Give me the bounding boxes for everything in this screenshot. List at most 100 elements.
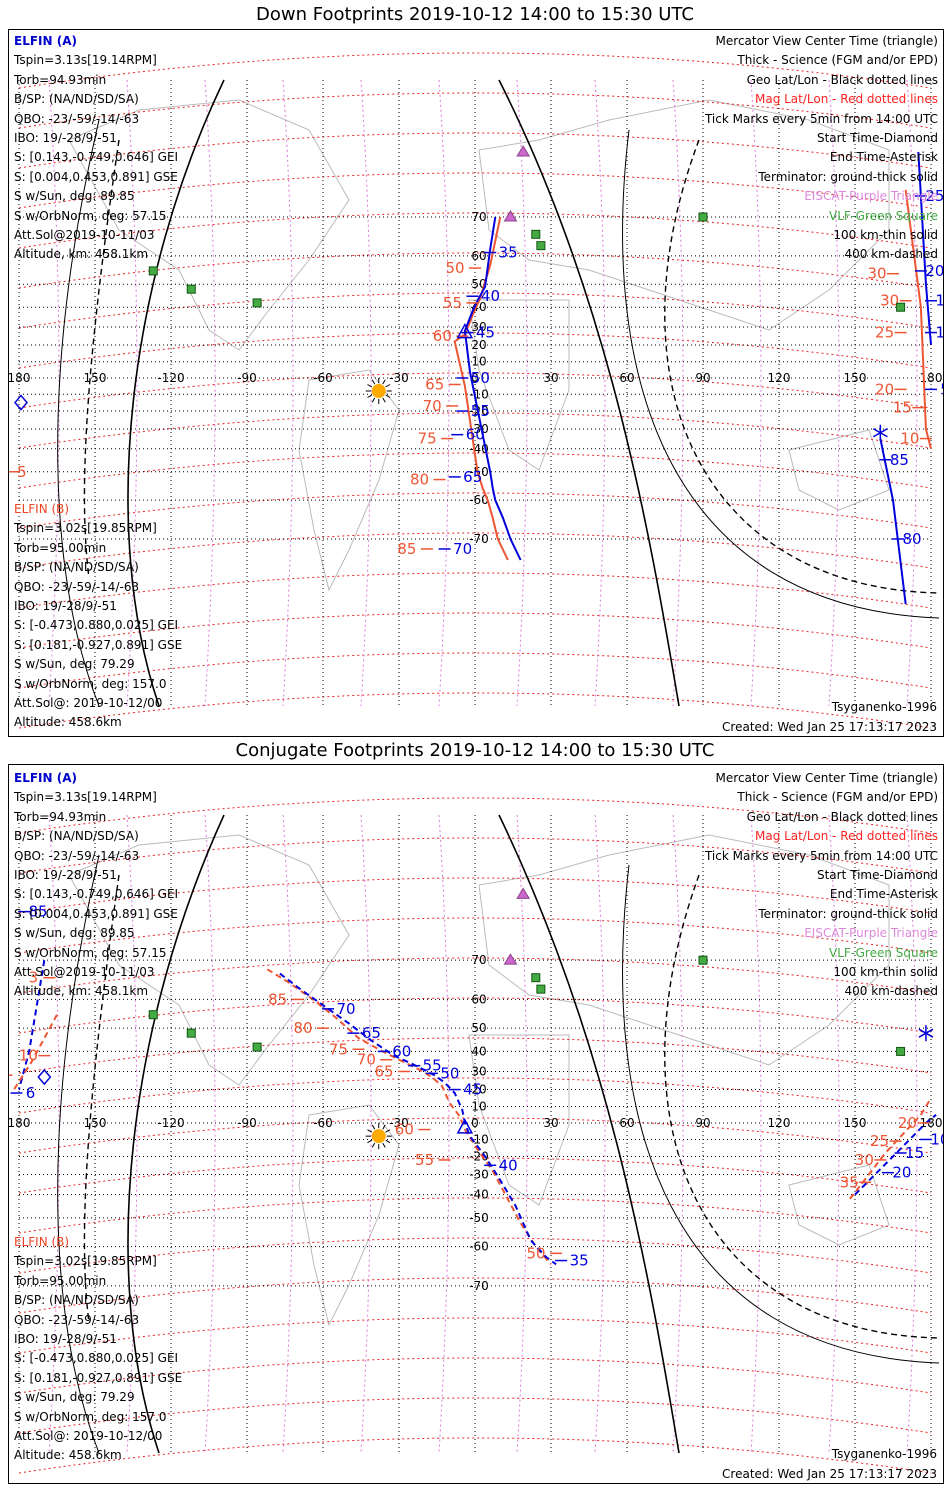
square-icon xyxy=(186,284,196,294)
legend-mag: Mag Lat/Lon - Red dotted lines xyxy=(754,92,938,107)
legend-terminator-2: Terminator: ground-thick solid xyxy=(758,906,938,921)
sun-ray xyxy=(382,1142,386,1148)
elfin-b-info: ELFIN (B) Tspin=3.02s[19.85RPM] Torb=95.… xyxy=(14,500,182,733)
mag-lon-line xyxy=(828,79,840,707)
mag-lon-line xyxy=(906,814,918,1454)
sun-ray xyxy=(385,1129,391,1133)
elfin-b-tick-label: 35 xyxy=(840,1173,859,1191)
sun-ray xyxy=(382,379,386,385)
lat-tick-label: -70 xyxy=(469,1279,489,1293)
elfin-b-s-gei: S: [-0.473,0.880,0.025] GEI xyxy=(14,618,179,633)
lon-tick-label: 180 xyxy=(920,1116,943,1130)
triangle-icon xyxy=(456,322,474,339)
triangle-icon xyxy=(503,953,518,965)
panel2-title: Conjugate Footprints 2019-10-12 14:00 to… xyxy=(235,740,715,761)
elfin-b-tick-label: 75 xyxy=(329,1040,348,1058)
sun-ray xyxy=(367,1139,373,1144)
elfin-a-tick-label: 35 xyxy=(570,1252,589,1270)
elfin-b-attsol: Att.Sol@: 2019-10-12/00 xyxy=(14,696,163,711)
elfin-b-s-gei-2: S: [-0.473,0.880,0.025] GEI xyxy=(14,1351,179,1366)
elfin-a-tick-label: 20 xyxy=(925,262,943,280)
elfin-a-tick-label: 55 xyxy=(471,402,490,420)
triangle-icon xyxy=(516,145,531,157)
panel-conjugate-footprints: 180 150 -120 -90 -60 -30 0 30 60 90 120 150 180 70 60 5… xyxy=(8,764,944,1484)
elfin-b-alt-2: Altitude: 458.6km xyxy=(14,1448,122,1463)
elfin-a-tick-label: 50 xyxy=(471,369,490,387)
legend-geo: Geo Lat/Lon - Black dotted lines xyxy=(746,72,938,87)
elfin-a-tspin-2: Tspin=3.13s[19.14RPM] xyxy=(14,790,157,805)
elfin-b-header-2: ELFIN (B) xyxy=(14,1235,70,1249)
elfin-a-tick-label: 80 xyxy=(903,530,922,548)
sun-ray xyxy=(371,397,376,403)
sun-ray xyxy=(371,1124,376,1130)
terminator-400km xyxy=(664,139,940,594)
lat-tick-label: 60 xyxy=(471,249,486,263)
map-conjugate-footprints: 180 150 -120 -90 -60 -30 0 30 60 90 120 150 18070605… xyxy=(9,797,943,1474)
square-icon xyxy=(896,302,906,312)
sun-disc xyxy=(371,1129,386,1144)
asterisk-stroke xyxy=(918,1028,934,1038)
elfin-a-attsol-2: Att.Sol@2019-10-11/03 xyxy=(14,965,155,980)
sun-ray xyxy=(382,1124,386,1130)
mag-lon-line xyxy=(594,79,606,707)
square-icon xyxy=(531,229,541,239)
elfin-a-tick-label: 85 xyxy=(29,903,48,921)
coastline-2 xyxy=(478,99,890,331)
elfin-a-tick-label: 45 xyxy=(463,1081,482,1099)
sun-ray xyxy=(371,379,376,385)
elfin-a-tick-label: 35 xyxy=(499,244,518,262)
footer-model-2: Tsyganenko-1996 xyxy=(831,1447,937,1461)
elfin-b-qbo: QBO: -23/-59/-14/-63 xyxy=(14,579,140,594)
legend-eiscat-2: EISCAT-Purple Triangle xyxy=(804,926,938,941)
elfin-b-torb: Torb=95.00min xyxy=(14,540,107,555)
mag-lon-line xyxy=(360,814,372,1454)
elfin-b-tick-label: 20 xyxy=(898,1114,917,1132)
legend-mag-2: Mag Lat/Lon - Red dotted lines xyxy=(754,829,938,844)
footer-model: Tsyganenko-1996 xyxy=(831,700,937,714)
terminator-400km xyxy=(664,874,940,1339)
legend-eiscat: EISCAT-Purple Triangle xyxy=(804,189,938,204)
elfin-b-tick-label: 65 xyxy=(375,1062,394,1080)
mag-lon-line xyxy=(204,79,216,707)
lat-tick-label: 40 xyxy=(471,1044,486,1058)
sun-ray xyxy=(367,1129,373,1133)
elfin-a-tick-label: 10 xyxy=(930,1130,943,1148)
footer-created: Created: Wed Jan 25 17:13:17 2023 xyxy=(722,720,937,734)
elfin-b-tick-label: 30 xyxy=(855,1151,874,1169)
elfin-a-orbnorm-2: S w/OrbNorm, deg: 57.15 xyxy=(14,945,167,960)
elfin-a-orbnorm: S w/OrbNorm, deg: 57.15 xyxy=(14,208,167,223)
elfin-a-header: ELFIN (A) xyxy=(14,34,77,48)
elfin-a-tick-label: 10 xyxy=(935,324,943,342)
asterisk-stroke xyxy=(872,428,888,438)
panel-down-footprints: 180 150 -120 -90 -60 -30 0 30 60 90 120 150 180 70 60 5… xyxy=(8,29,944,737)
legend-2: Mercator View Center Time (triangle) Thi… xyxy=(705,769,938,1002)
legend-terminator: Terminator: ground-thick solid xyxy=(758,169,938,184)
legend-mercator-2: Mercator View Center Time (triangle) xyxy=(715,771,938,785)
coastline-4 xyxy=(788,1164,890,1246)
square-icon xyxy=(896,1046,906,1056)
triangle-icon xyxy=(503,210,518,222)
footer-created-2: Created: Wed Jan 25 17:13:17 2023 xyxy=(722,1467,937,1481)
elfin-b-bsp: B/SP: (NA/ND/SD/SA) xyxy=(14,560,139,575)
elfin-b-tick-label: 70 xyxy=(357,1051,376,1069)
lat-tick-label: 60 xyxy=(471,992,486,1006)
elfin-b-header: ELFIN (B) xyxy=(14,502,70,516)
coastline-0 xyxy=(68,99,350,351)
elfin-a-alt-2: Altitude, km: 458.1km xyxy=(14,984,149,999)
elfin-b-tick-label: 25 xyxy=(870,1132,889,1150)
square-icon xyxy=(186,1028,196,1038)
elfin-b-ibo: IBO: 19/-28/9/-51 xyxy=(14,599,117,614)
elfin-b-tick-label: 70 xyxy=(423,397,442,415)
elfin-b-track xyxy=(266,968,552,1265)
elfin-b-track-wrap xyxy=(849,1097,932,1200)
elfin-b-tick-label: 15 xyxy=(893,399,912,417)
elfin-a-attsol: Att.Sol@2019-10-11/03 xyxy=(14,228,155,243)
sun-ray xyxy=(385,384,391,388)
mag-lon-line xyxy=(126,814,138,1454)
lat-tick-label: -30 xyxy=(469,422,489,436)
lon-tick-label: 180 xyxy=(920,371,943,385)
lat-tick-label: 10 xyxy=(471,355,486,369)
mag-lon-line xyxy=(906,79,918,707)
coastline-0 xyxy=(68,834,350,1086)
legend-thick: Thick - Science (FGM and/or EPD) xyxy=(737,53,938,68)
